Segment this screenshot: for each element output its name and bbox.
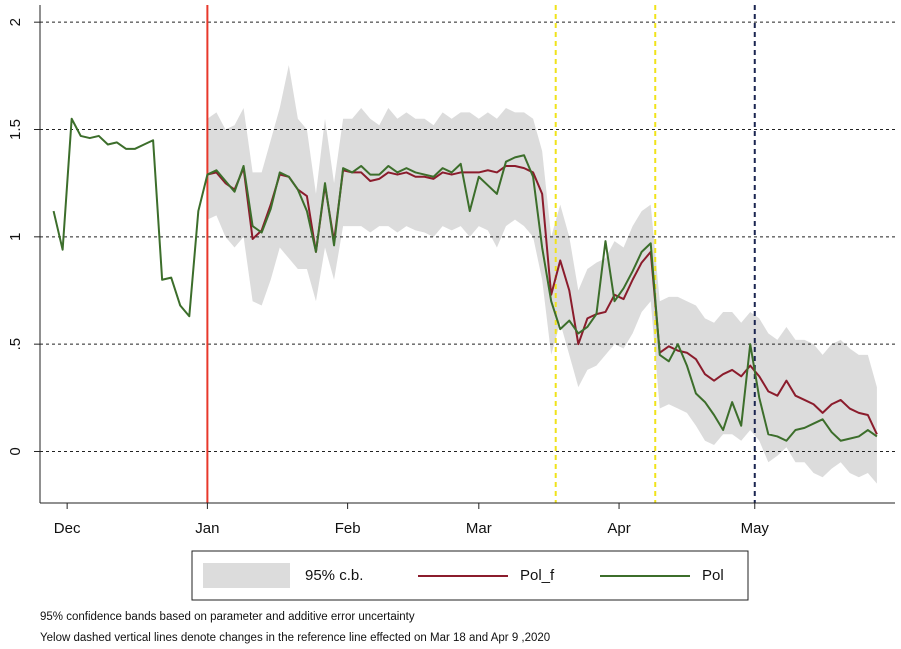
x-tick-label: Apr [607,520,630,537]
y-tick-label: .5 [7,338,24,351]
y-tick-label: 1.5 [7,119,24,140]
legend-label: Pol_f [520,567,555,584]
legend-label: 95% c.b. [305,567,363,584]
legend-label: Pol [702,567,724,584]
x-tick-label: Mar [466,520,492,537]
x-tick-label: Jan [195,520,219,537]
legend-swatch [203,563,290,588]
note: Yelow dashed vertical lines denote chang… [40,632,550,644]
x-tick-label: Dec [54,520,81,537]
note: 95% confidence bands based on parameter … [40,611,415,623]
y-tick-label: 0 [7,447,24,455]
series-line [52,117,878,442]
y-tick-label: 1 [7,233,24,241]
y-tick-label: 2 [7,18,24,26]
x-tick-label: May [741,520,770,537]
confidence-band [207,65,877,484]
x-tick-label: Feb [335,520,361,537]
